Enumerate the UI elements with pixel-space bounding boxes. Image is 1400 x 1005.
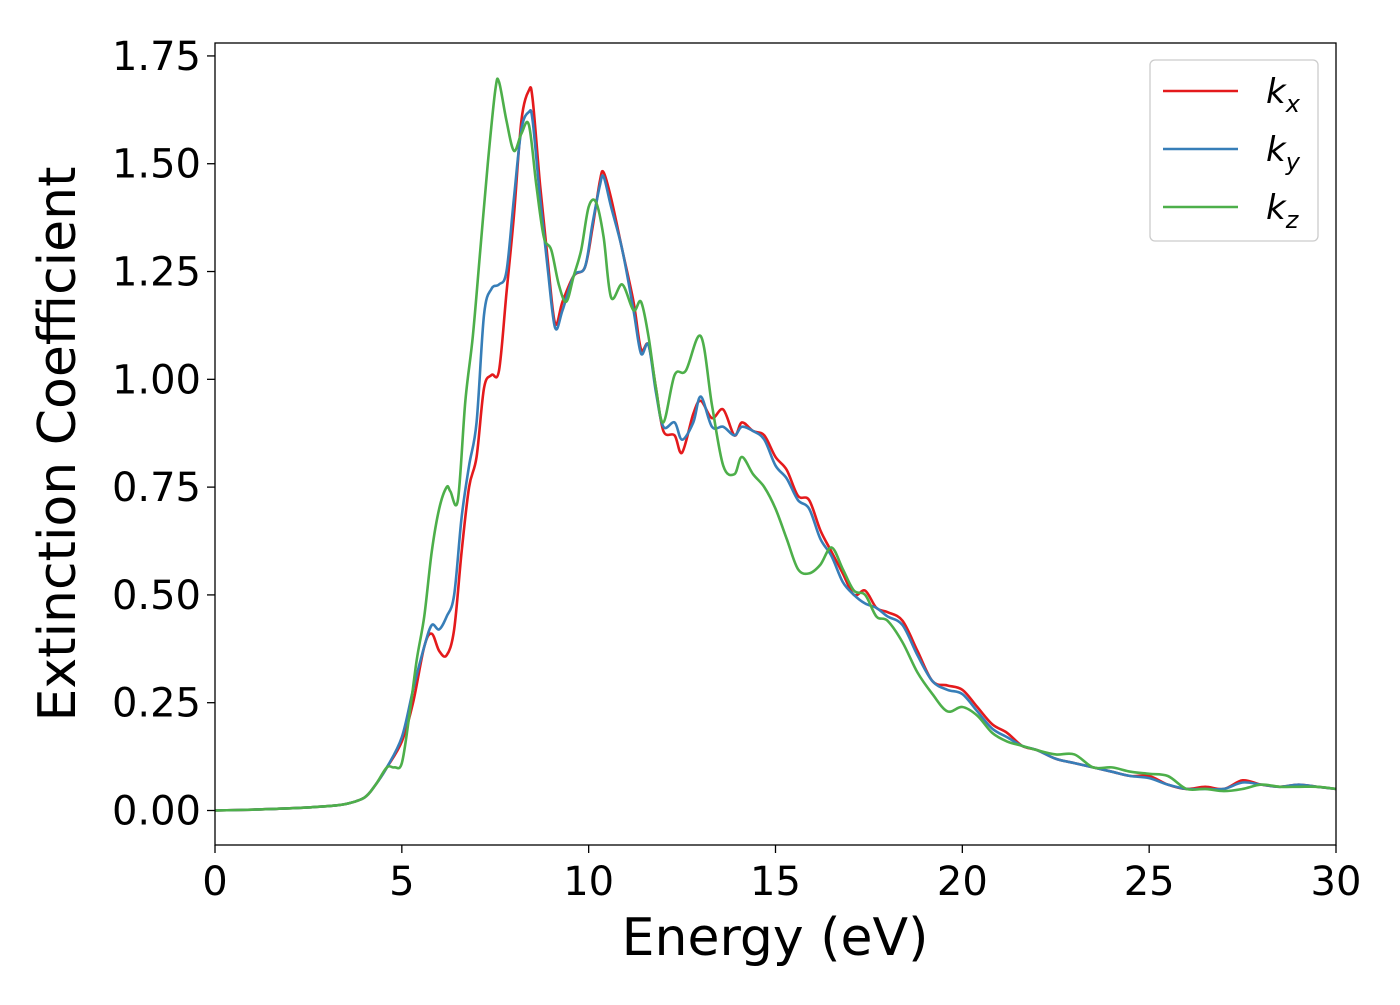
y-tick-label: 1.00 <box>112 357 201 403</box>
x-tick-label: 5 <box>389 859 414 905</box>
x-tick-label: 0 <box>202 859 227 905</box>
y-tick-label: 0.50 <box>112 573 201 619</box>
x-tick-label: 15 <box>750 859 801 905</box>
x-tick-label: 25 <box>1124 859 1175 905</box>
legend-box <box>1149 59 1319 242</box>
y-tick-label: 1.75 <box>112 34 201 80</box>
series-line-ky <box>215 108 1336 812</box>
x-tick-label: 30 <box>1311 859 1362 905</box>
y-tick-label: 1.50 <box>112 142 201 188</box>
legend-label-kz: kz <box>1266 188 1300 234</box>
legend-label-kx: kx <box>1266 72 1301 118</box>
y-tick-label: 0.00 <box>112 789 201 835</box>
legend: kx ky kz <box>1149 59 1319 242</box>
x-tick-label: 20 <box>937 859 988 905</box>
x-axis: 0 5 10 15 20 25 30 <box>202 845 1361 905</box>
series-group <box>215 77 1336 812</box>
x-axis-label: Energy (eV) <box>622 908 929 968</box>
y-tick-label: 0.75 <box>112 465 201 511</box>
y-tick-label: 0.25 <box>112 681 201 727</box>
y-axis: 0.00 0.25 0.50 0.75 1.00 1.25 1.50 1.75 <box>112 34 215 835</box>
y-tick-label: 1.25 <box>112 250 201 296</box>
series-line-kz <box>215 77 1336 812</box>
legend-label-ky: ky <box>1266 130 1301 176</box>
y-axis-label: Extinction Coefficient <box>28 167 88 722</box>
x-tick-label: 10 <box>563 859 614 905</box>
